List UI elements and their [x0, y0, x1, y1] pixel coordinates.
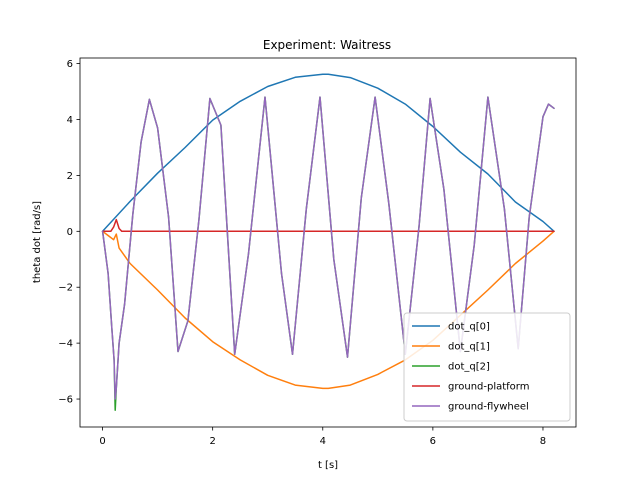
chart-title: Experiment: Waitress [263, 38, 391, 52]
x-tick-label: 8 [540, 436, 546, 447]
legend-entry: dot_q[0] [448, 322, 490, 333]
y-axis-label: theta dot [rad/s] [32, 201, 43, 283]
x-tick-label: 2 [209, 436, 215, 447]
y-axis: −6 −4 −2 0 2 4 6 [58, 59, 80, 406]
legend-entry: dot_q[1] [448, 342, 490, 353]
x-tick-label: 6 [430, 436, 436, 447]
x-axis: 0 2 4 6 8 [99, 427, 546, 447]
series-line-ground-flywheel [101, 96, 555, 400]
series-line-dot-q-0- [101, 73, 555, 233]
x-tick-label: 4 [320, 436, 326, 447]
y-tick-label: 6 [67, 59, 73, 70]
plot-frame [79, 57, 577, 428]
legend-entry: dot_q[2] [448, 362, 490, 373]
series-line-dot-q-1- [101, 230, 555, 390]
y-tick-label: −2 [58, 283, 73, 294]
y-tick-label: 0 [67, 227, 73, 238]
x-axis-label: t [s] [318, 460, 338, 471]
y-tick-label: −6 [58, 395, 73, 406]
y-tick-label: 2 [67, 171, 73, 182]
legend-entry: ground-flywheel [448, 402, 529, 413]
x-tick-label: 0 [99, 436, 105, 447]
series-line-ground-platform [101, 218, 555, 233]
legend: dot_q[0] dot_q[1] dot_q[2] ground-platform g… [403, 312, 571, 422]
y-tick-label: −4 [58, 339, 73, 350]
series-layer [101, 73, 555, 411]
y-tick-label: 4 [67, 115, 73, 126]
legend-entry: ground-platform [448, 382, 529, 393]
legend-box [403, 312, 571, 422]
